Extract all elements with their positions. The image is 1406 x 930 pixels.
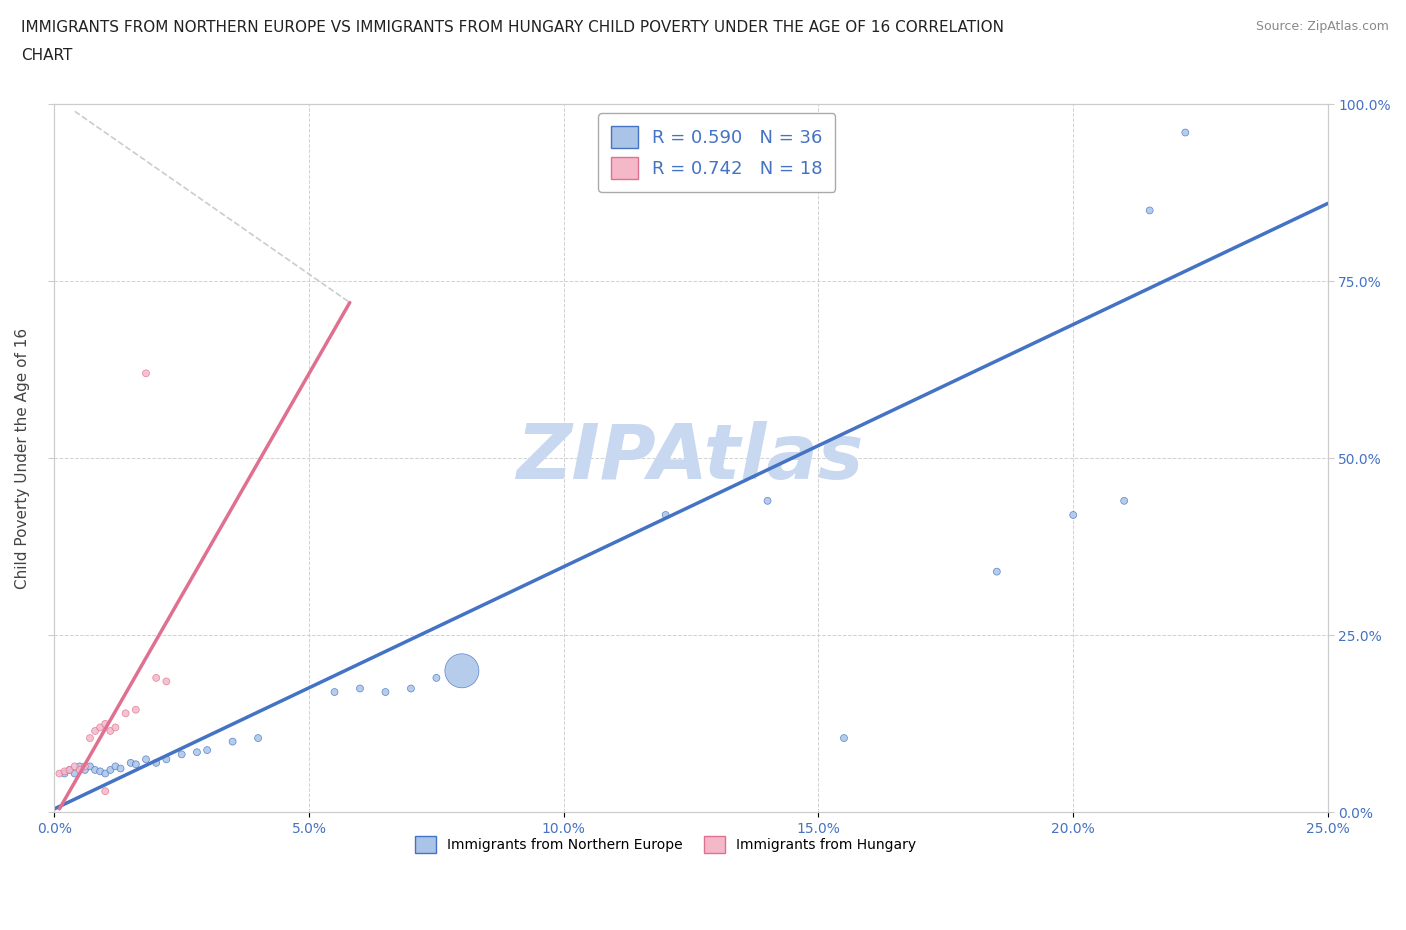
Point bbox=[53, 766, 76, 781]
Point bbox=[145, 755, 167, 770]
Text: IMMIGRANTS FROM NORTHERN EUROPE VS IMMIGRANTS FROM HUNGARY CHILD POVERTY UNDER T: IMMIGRANTS FROM NORTHERN EUROPE VS IMMIG… bbox=[21, 20, 1004, 35]
Point bbox=[98, 724, 121, 738]
Point bbox=[756, 494, 779, 509]
Y-axis label: Child Poverty Under the Age of 16: Child Poverty Under the Age of 16 bbox=[15, 327, 30, 589]
Point bbox=[323, 684, 346, 699]
Point bbox=[48, 766, 70, 781]
Point bbox=[155, 751, 177, 766]
Point bbox=[247, 731, 270, 746]
Point bbox=[89, 720, 111, 735]
Point bbox=[145, 671, 167, 685]
Point bbox=[104, 759, 127, 774]
Point bbox=[374, 684, 396, 699]
Point bbox=[98, 763, 121, 777]
Point bbox=[79, 759, 101, 774]
Point bbox=[399, 681, 422, 696]
Point bbox=[135, 751, 157, 766]
Point bbox=[170, 747, 193, 762]
Point bbox=[73, 759, 96, 774]
Point bbox=[84, 724, 107, 738]
Point bbox=[110, 761, 132, 776]
Point bbox=[155, 674, 177, 689]
Point bbox=[120, 755, 142, 770]
Point bbox=[104, 720, 127, 735]
Point bbox=[654, 508, 676, 523]
Point bbox=[58, 763, 80, 777]
Text: CHART: CHART bbox=[21, 48, 73, 63]
Point bbox=[94, 766, 117, 781]
Point bbox=[94, 784, 117, 799]
Point bbox=[221, 734, 243, 749]
Point bbox=[79, 731, 101, 746]
Point bbox=[1062, 508, 1084, 523]
Point bbox=[63, 759, 86, 774]
Point bbox=[63, 766, 86, 781]
Point bbox=[135, 365, 157, 380]
Point bbox=[451, 663, 474, 678]
Point bbox=[69, 763, 91, 777]
Legend: Immigrants from Northern Europe, Immigrants from Hungary: Immigrants from Northern Europe, Immigra… bbox=[411, 830, 921, 858]
Point bbox=[986, 565, 1008, 579]
Point bbox=[94, 716, 117, 731]
Point bbox=[195, 743, 218, 758]
Point bbox=[349, 681, 371, 696]
Text: ZIPAtlas: ZIPAtlas bbox=[517, 421, 865, 496]
Point bbox=[425, 671, 447, 685]
Point bbox=[53, 764, 76, 778]
Point bbox=[1139, 203, 1161, 218]
Point bbox=[186, 745, 208, 760]
Point bbox=[114, 706, 136, 721]
Point bbox=[1174, 126, 1197, 140]
Point bbox=[125, 702, 148, 717]
Point bbox=[73, 763, 96, 777]
Point bbox=[125, 757, 148, 772]
Point bbox=[84, 763, 107, 777]
Text: Source: ZipAtlas.com: Source: ZipAtlas.com bbox=[1256, 20, 1389, 33]
Point bbox=[832, 731, 855, 746]
Point bbox=[89, 764, 111, 778]
Point bbox=[69, 759, 91, 774]
Point bbox=[1114, 494, 1136, 509]
Point bbox=[58, 763, 80, 777]
